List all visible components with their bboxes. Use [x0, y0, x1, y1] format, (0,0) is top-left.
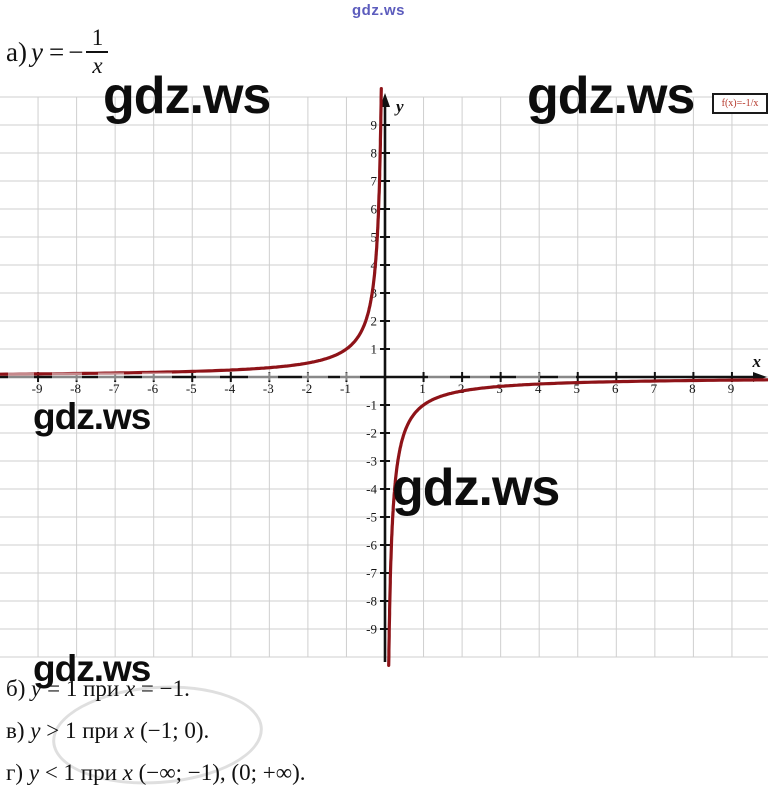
- axis-labels: xy: [394, 97, 762, 371]
- watermark: gdz.ws: [352, 2, 406, 19]
- math-var: y: [28, 760, 40, 785]
- svg-text:-7: -7: [109, 381, 120, 396]
- svg-text:1: 1: [371, 342, 378, 357]
- watermark: gdz.ws: [392, 459, 560, 517]
- svg-text:5: 5: [574, 381, 581, 396]
- text-segment: в): [6, 718, 31, 743]
- svg-text:8: 8: [371, 146, 378, 161]
- svg-text:2: 2: [458, 381, 465, 396]
- svg-text:-3: -3: [366, 454, 377, 469]
- svg-text:3: 3: [496, 381, 503, 396]
- watermark: gdz.ws: [103, 67, 271, 125]
- solution-lines: б) y = 1 при x = −1. в) y > 1 при x (−1; …: [6, 676, 306, 791]
- watermark: gdz.ws: [527, 67, 695, 125]
- text-segment: < 1 при: [39, 760, 123, 785]
- fraction-numerator: 1: [91, 25, 104, 50]
- math-var: x: [124, 718, 135, 743]
- svg-text:-5: -5: [366, 510, 377, 525]
- text-segment: = 1 при: [41, 676, 125, 701]
- watermark: gdz.ws: [33, 648, 151, 689]
- svg-text:9: 9: [728, 381, 735, 396]
- svg-text:-8: -8: [70, 381, 81, 396]
- solution-line: г) y < 1 при x (−∞; −1), (0; +∞).: [6, 760, 306, 791]
- solution-line: в) y > 1 при x (−1; 0).: [6, 718, 306, 760]
- solution-line: б) y = 1 при x = −1.: [6, 676, 306, 718]
- svg-text:-2: -2: [366, 426, 377, 441]
- minus-sign: −: [68, 36, 84, 67]
- svg-text:7: 7: [651, 381, 658, 396]
- math-var: y: [30, 36, 43, 67]
- svg-text:5: 5: [371, 230, 378, 245]
- watermark: gdz.ws: [33, 396, 151, 437]
- svg-text:-9: -9: [32, 381, 43, 396]
- svg-text:-6: -6: [147, 381, 158, 396]
- svg-text:7: 7: [371, 174, 378, 189]
- fraction: 1 x: [86, 25, 109, 79]
- math-var: x: [124, 676, 136, 701]
- svg-text:-4: -4: [366, 482, 377, 497]
- function-plot: -9 -8 -7 -6 -5 -4 -3 -2 -1 1 2 3 4 5 6 7 8 9 -9 -8 -7 -6 -5 -4 -…: [0, 87, 768, 667]
- text-segment: г): [6, 760, 29, 785]
- text-segment: б): [6, 676, 32, 701]
- legend-label: f(x)=-1/x: [721, 98, 759, 109]
- svg-text:-1: -1: [366, 398, 377, 413]
- svg-text:-9: -9: [366, 622, 377, 637]
- math-var: y: [31, 676, 42, 701]
- svg-text:-8: -8: [366, 594, 377, 609]
- text-segment: = −1.: [135, 676, 190, 701]
- svg-text:y: y: [394, 97, 404, 116]
- svg-text:4: 4: [535, 381, 542, 396]
- svg-text:-1: -1: [340, 381, 351, 396]
- svg-text:-2: -2: [301, 381, 312, 396]
- svg-text:8: 8: [689, 381, 696, 396]
- math-var: y: [30, 718, 41, 743]
- equals-sign: =: [48, 36, 65, 67]
- svg-text:-7: -7: [366, 566, 377, 581]
- svg-text:2: 2: [371, 314, 378, 329]
- text-segment: (−1; 0).: [134, 718, 210, 743]
- text-segment: (−∞; −1), (0; +∞).: [132, 760, 306, 785]
- scan-artifacts: [8, 372, 576, 381]
- svg-text:x: x: [752, 352, 762, 371]
- legend: f(x)=-1/x: [712, 93, 768, 114]
- svg-text:9: 9: [371, 118, 378, 133]
- svg-text:-3: -3: [263, 381, 274, 396]
- item-label: а): [6, 36, 27, 67]
- svg-text:-6: -6: [366, 538, 377, 553]
- svg-text:6: 6: [612, 381, 619, 396]
- svg-text:-4: -4: [224, 381, 235, 396]
- problem-formula: а) y = − 1 x: [6, 25, 109, 79]
- tick-labels: -9 -8 -7 -6 -5 -4 -3 -2 -1 1 2 3 4 5 6 7 8 9 -9 -8 -7 -6 -5 -4 -…: [32, 118, 735, 637]
- svg-text:6: 6: [371, 202, 378, 217]
- fraction-bar: [86, 51, 109, 54]
- svg-text:-5: -5: [186, 381, 197, 396]
- curve-branch: [0, 87, 383, 376]
- svg-text:1: 1: [419, 381, 426, 396]
- curve-branch: [387, 378, 768, 667]
- text-segment: > 1 при: [40, 718, 125, 743]
- fraction-denominator: x: [92, 53, 103, 79]
- math-var: x: [122, 760, 133, 785]
